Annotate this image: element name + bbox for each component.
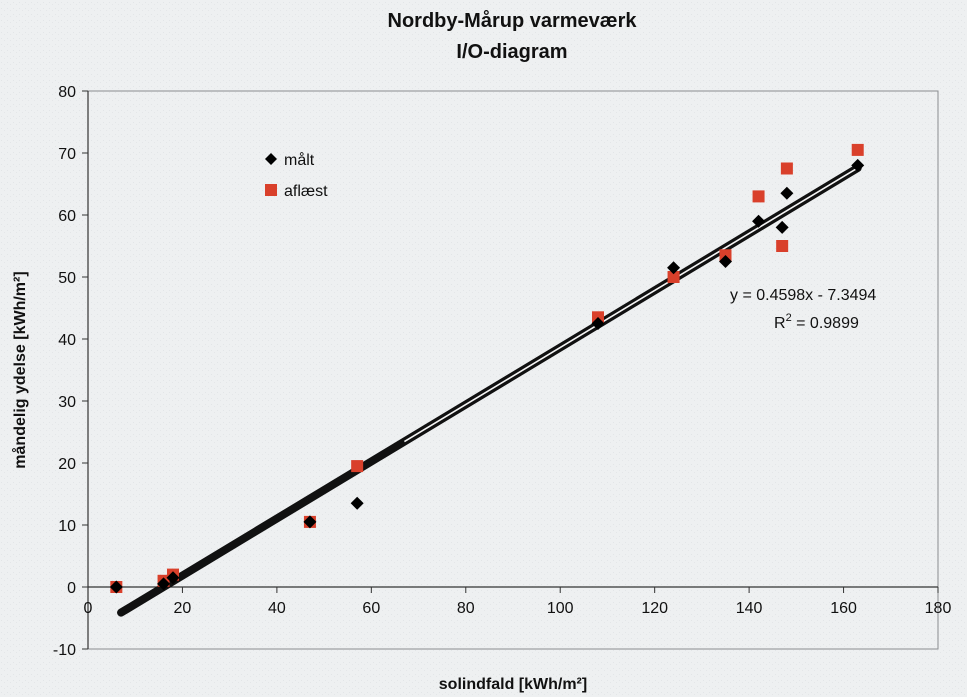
legend-marker-malt <box>265 153 277 165</box>
malt-point <box>851 158 865 172</box>
trendline-highlight <box>403 167 859 443</box>
malt-point <box>109 580 123 594</box>
y-tick-label: 60 <box>58 208 76 225</box>
x-tick-label: 60 <box>362 600 380 617</box>
r-squared-exponent: 2 <box>786 312 792 324</box>
aflaest-point <box>776 240 789 252</box>
malt-point <box>667 261 681 275</box>
y-axis-label: måndelig ydelse [kWh/m²] <box>11 271 29 468</box>
malt-point <box>752 214 766 228</box>
malt-point <box>775 220 789 234</box>
x-tick-label: 0 <box>84 600 93 617</box>
x-tick-label: 80 <box>457 600 475 617</box>
data-points <box>109 143 865 594</box>
x-tick-label: 20 <box>174 600 192 617</box>
malt-point <box>303 515 317 529</box>
legend: målt aflæst <box>265 151 328 200</box>
y-tick-label: 10 <box>58 518 76 535</box>
x-tick-label: 140 <box>736 600 763 617</box>
trendline-equation: y = 0.4598x - 7.3494 <box>730 287 876 304</box>
y-tick-label: 0 <box>67 580 76 597</box>
legend-label-aflaest: aflæst <box>284 183 328 200</box>
legend-marker-aflaest <box>265 184 277 196</box>
x-tick-label: 100 <box>547 600 574 617</box>
trendline-group <box>117 163 862 617</box>
aflaest-point <box>351 460 364 473</box>
y-tick-label: 70 <box>58 146 76 163</box>
malt-point <box>719 255 732 268</box>
legend-label-malt: målt <box>284 151 315 169</box>
chart-subtitle: I/O-diagram <box>456 41 567 63</box>
y-tick-label: 80 <box>58 84 76 101</box>
y-tick-label: 50 <box>58 270 76 287</box>
x-tick-label: 180 <box>925 600 952 617</box>
trendline-r-squared: R2 = 0.9899 <box>774 312 859 332</box>
y-tick-label: 40 <box>58 332 76 349</box>
y-tick-label: 20 <box>58 456 76 473</box>
chart-title: Nordby-Mårup varmeværk <box>388 9 638 32</box>
malt-point <box>166 571 180 585</box>
x-tick-label: 160 <box>830 600 857 617</box>
x-tick-label: 120 <box>641 600 668 617</box>
axis-ticks: 0 20 40 60 80 100 120 140 160 180 -10 0 10 20 30 40 50 60… <box>53 84 952 659</box>
aflaest-point <box>780 162 793 175</box>
aflaest-point <box>851 143 864 156</box>
malt-point <box>591 317 605 330</box>
malt-point <box>780 186 794 200</box>
x-axis-label: solindfald [kWh/m²] <box>439 676 587 693</box>
r-squared-value: = 0.9899 <box>792 315 859 332</box>
aflaest-point <box>667 271 680 283</box>
x-tick-label: 40 <box>268 600 286 617</box>
malt-point <box>350 496 364 510</box>
aflaest-point <box>752 190 765 203</box>
malt-point <box>157 577 171 591</box>
y-tick-label: 30 <box>58 394 76 411</box>
y-tick-label: -10 <box>53 642 76 659</box>
r-squared-letter: R <box>774 315 786 332</box>
